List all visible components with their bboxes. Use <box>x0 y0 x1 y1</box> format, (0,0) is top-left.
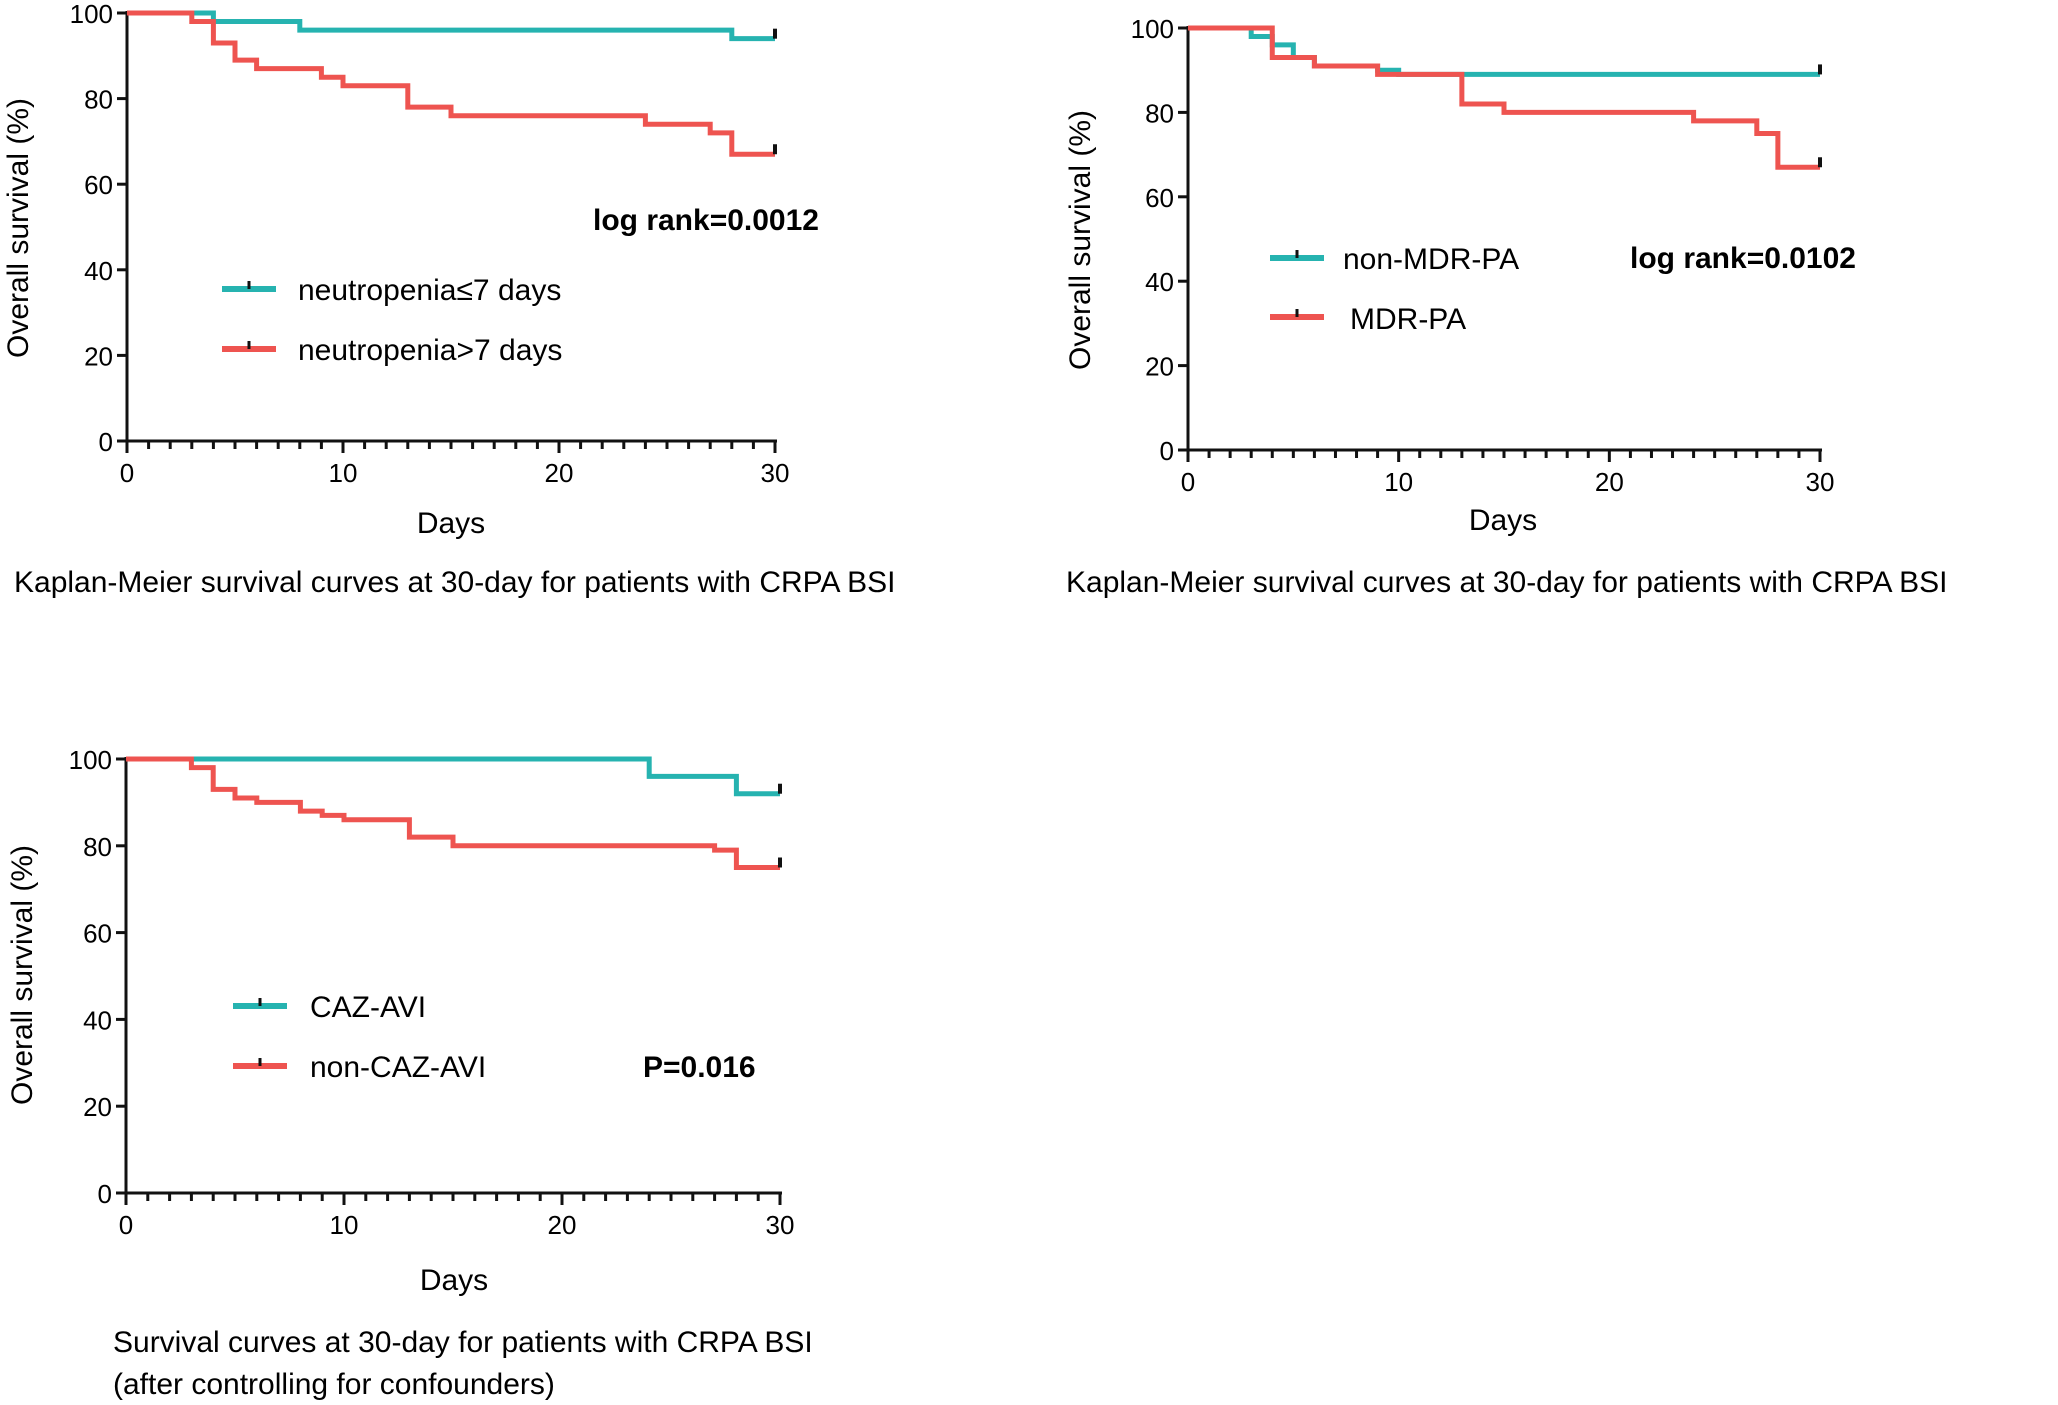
plot-area: 0 20 40 60 80 100 0 10 20 30 <box>69 745 795 1240</box>
y-tick-label: 40 <box>84 256 113 286</box>
legend: CAZ-AVI non-CAZ-AVI <box>233 991 486 1084</box>
legend: non-MDR-PA MDR-PA <box>1270 243 1519 336</box>
plot-area: 0 20 40 60 80 100 0 10 20 30 <box>1131 14 1835 497</box>
x-axis-label: Days <box>417 507 485 540</box>
caption-line: Kaplan-Meier survival curves at 30-day f… <box>1066 566 1947 599</box>
y-tick-label: 100 <box>69 745 112 775</box>
survival-curve-teal <box>126 756 780 797</box>
x-tick-label: 20 <box>545 458 574 488</box>
y-tick-label: 60 <box>83 919 112 949</box>
y-tick-label: 20 <box>83 1092 112 1122</box>
survival-curve-red <box>126 756 780 870</box>
y-tick-label: 40 <box>1145 267 1174 297</box>
y-axis-label: Overall survival (%) <box>6 845 39 1105</box>
x-axis-label: Days <box>1469 504 1537 537</box>
caption-line: Survival curves at 30-day for patients w… <box>113 1326 813 1359</box>
panel-caz-avi: 0 20 40 60 80 100 0 10 20 30 Overall survival (%)… <box>6 745 813 1401</box>
log-rank-annotation: log rank=0.0012 <box>593 204 819 237</box>
x-tick-label: 10 <box>1384 467 1413 497</box>
y-tick-label: 0 <box>1160 436 1174 466</box>
x-axis-label: Days <box>420 1264 488 1297</box>
x-tick-label: 0 <box>120 458 134 488</box>
survival-curve-red <box>1188 25 1820 170</box>
x-tick-label: 10 <box>330 1210 359 1240</box>
caption-line: (after controlling for confounders) <box>113 1368 555 1401</box>
plot-area: 0 20 40 60 80 100 0 10 20 30 <box>70 0 790 488</box>
x-tick-label: 30 <box>1806 467 1835 497</box>
legend-label-non-caz-avi: non-CAZ-AVI <box>310 1051 486 1084</box>
x-tick-label: 30 <box>761 458 790 488</box>
legend-label-neutropenia-le7: neutropenia≤7 days <box>298 274 561 307</box>
caption-line: Kaplan-Meier survival curves at 30-day f… <box>14 566 895 599</box>
y-axis-label: Overall survival (%) <box>1064 110 1097 370</box>
x-tick-label: 0 <box>1181 467 1195 497</box>
y-tick-label: 100 <box>70 0 113 29</box>
y-axis-label: Overall survival (%) <box>2 98 35 358</box>
survival-curve-teal <box>127 10 775 42</box>
y-tick-label: 80 <box>1145 98 1174 128</box>
x-tick-label: 10 <box>329 458 358 488</box>
y-tick-label: 100 <box>1131 14 1174 44</box>
x-tick-label: 20 <box>1595 467 1624 497</box>
y-tick-label: 40 <box>83 1005 112 1035</box>
y-tick-label: 20 <box>1145 352 1174 382</box>
panel-mdr: 0 20 40 60 80 100 0 10 20 30 Overall survival (%)… <box>1064 14 1947 599</box>
legend-label-neutropenia-gt7: neutropenia>7 days <box>298 334 562 367</box>
legend-label-caz-avi: CAZ-AVI <box>310 991 426 1024</box>
x-tick-label: 30 <box>766 1210 795 1240</box>
y-tick-label: 80 <box>83 832 112 862</box>
log-rank-annotation: log rank=0.0102 <box>1630 242 1856 275</box>
y-tick-label: 20 <box>84 341 113 371</box>
panel-neutropenia: 0 20 40 60 80 100 0 10 20 30 Overall survival (%)… <box>2 0 895 599</box>
legend: neutropenia≤7 days neutropenia>7 days <box>222 274 562 367</box>
p-value-annotation: P=0.016 <box>643 1051 756 1084</box>
legend-label-mdr-pa: MDR-PA <box>1350 303 1466 336</box>
survival-curve-teal <box>1188 25 1820 77</box>
y-tick-label: 60 <box>1145 183 1174 213</box>
y-tick-label: 80 <box>84 85 113 115</box>
y-tick-label: 60 <box>84 170 113 200</box>
y-tick-label: 0 <box>99 427 113 457</box>
x-tick-label: 0 <box>119 1210 133 1240</box>
legend-label-non-mdr-pa: non-MDR-PA <box>1343 243 1519 276</box>
x-tick-label: 20 <box>548 1210 577 1240</box>
y-tick-label: 0 <box>98 1179 112 1209</box>
survival-curve-red <box>127 10 775 157</box>
